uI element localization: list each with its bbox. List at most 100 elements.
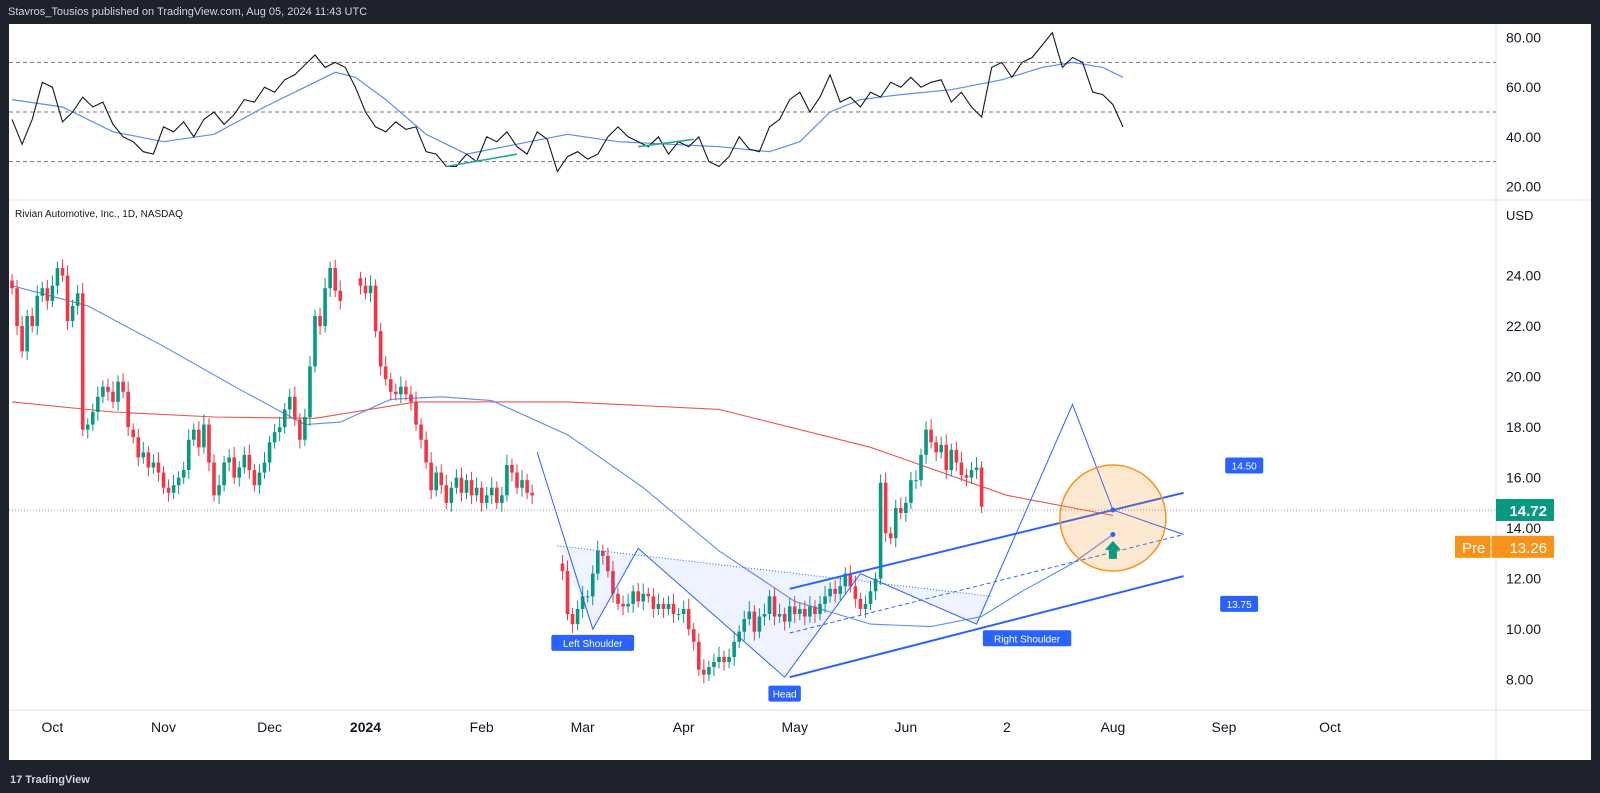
target-circle — [1059, 464, 1167, 572]
time-tick-label: Sep — [1212, 719, 1237, 735]
candle-body — [979, 467, 984, 507]
candle-body — [479, 487, 484, 503]
candle-body — [631, 591, 635, 604]
candle-body — [171, 485, 176, 493]
axes: 80.00 60.00 40.00 20.00 24.00 22.00 20.00 18.00… — [42, 30, 1554, 735]
candle-body — [338, 290, 343, 301]
left-shoulder-label: Left Shoulder — [563, 639, 623, 650]
candle-body — [949, 449, 954, 471]
right-shoulder-label: Right Shoulder — [994, 634, 1061, 645]
candle-body — [192, 429, 196, 440]
candle-body — [227, 457, 231, 463]
candle-body — [782, 614, 787, 622]
rsi-divergence-segment — [446, 153, 518, 168]
candle-body — [40, 288, 45, 296]
candle-body — [394, 391, 398, 395]
target-low-label: 13.75 — [1227, 600, 1252, 611]
candle-body — [272, 432, 277, 443]
candle-body — [293, 396, 297, 420]
moving-average-50 — [11, 285, 1114, 628]
candle-body — [202, 424, 206, 448]
target-high-label: 14.50 — [1232, 462, 1257, 473]
candle-body — [242, 454, 247, 468]
candle-body — [50, 285, 55, 301]
candle-body — [434, 472, 438, 491]
candle-body — [909, 480, 913, 503]
candle-body — [414, 401, 418, 425]
candle-body — [878, 482, 883, 579]
candle-body — [166, 487, 171, 493]
candle-body — [303, 417, 307, 440]
candle-body — [914, 480, 918, 482]
candle-body — [267, 442, 272, 463]
candle-body — [580, 596, 585, 609]
candle-body — [111, 391, 115, 402]
rsi-divergence-segment — [638, 138, 694, 148]
candle-body — [707, 667, 711, 675]
tradingview-logo[interactable]: 17 TradingView — [10, 768, 90, 793]
candle-body — [722, 656, 726, 663]
candle-body — [616, 593, 620, 604]
price-tick-label: 14.00 — [1506, 520, 1541, 536]
price-tick-label: 18.00 — [1506, 419, 1541, 435]
candle-body — [929, 429, 933, 443]
candle-body — [30, 315, 34, 327]
candle-body — [484, 495, 489, 503]
candle-body — [217, 485, 221, 496]
candle-body — [798, 608, 802, 615]
candle-body — [373, 285, 378, 332]
price-tick-label: 16.00 — [1506, 470, 1541, 486]
target-high-label-bg — [1225, 457, 1264, 474]
pre-market-tag-bg — [1455, 535, 1554, 558]
candle-body — [919, 454, 923, 481]
candle-body — [803, 608, 807, 617]
candle-body — [65, 275, 70, 322]
currency-label: USD — [1506, 208, 1533, 223]
candle-body — [136, 437, 141, 458]
candle-body — [974, 467, 979, 471]
candle-body — [106, 386, 110, 392]
candle-body — [636, 591, 640, 602]
candle-body — [601, 550, 605, 556]
candle-body — [520, 480, 524, 488]
time-tick-label: Mar — [571, 719, 595, 735]
candle-body — [212, 462, 216, 496]
pattern-shade — [557, 545, 992, 678]
candle-body — [237, 467, 242, 478]
target-low-label-bg — [1220, 595, 1259, 612]
up-arrow-icon — [1104, 540, 1121, 559]
time-tick-label: Aug — [1100, 719, 1125, 735]
rsi-tick-label: 40.00 — [1506, 129, 1541, 145]
chart-panel[interactable]: Left Shoulder Head Right Shoulder 14.50 13.7… — [9, 24, 1591, 760]
candle-body — [742, 619, 747, 632]
candle-body — [85, 424, 90, 430]
candle-body — [838, 586, 842, 594]
candle-body — [596, 550, 600, 574]
chart-svg[interactable]: Left Shoulder Head Right Shoulder 14.50 13.7… — [9, 24, 1591, 760]
candle-body — [611, 571, 615, 594]
candle-body — [222, 462, 226, 486]
candle-body — [101, 386, 105, 397]
rsi-moving-average — [11, 61, 1124, 155]
last-price-tag-bg — [1496, 498, 1554, 521]
candle-body — [959, 462, 964, 476]
rsi-indicator — [9, 31, 1496, 173]
candle-body — [500, 495, 504, 503]
time-tick-label: 2024 — [350, 719, 381, 735]
candle-body — [525, 480, 529, 493]
candle-body — [318, 315, 322, 327]
candle-body — [96, 396, 100, 412]
candle-body — [868, 591, 873, 604]
candle-body — [954, 449, 959, 463]
candle-body — [252, 470, 257, 486]
candle-body — [126, 391, 130, 428]
candle-body — [717, 656, 721, 663]
candle-body — [727, 656, 731, 663]
candle-body — [510, 465, 514, 473]
candle-body — [399, 386, 403, 395]
candle-body — [570, 614, 575, 625]
zigzag-projection — [536, 403, 1184, 678]
candle-body — [378, 331, 383, 367]
rsi-tick-label: 20.00 — [1506, 178, 1541, 194]
time-tick-label: Feb — [470, 719, 494, 735]
